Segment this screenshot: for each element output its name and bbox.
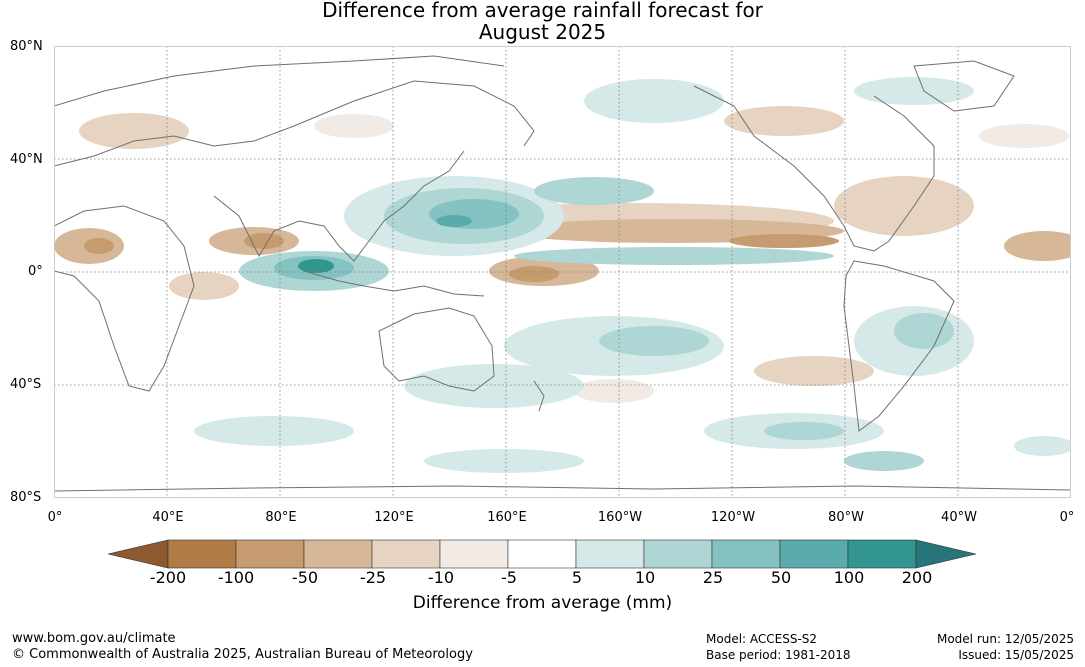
colorbar-tick-label: -25	[359, 568, 387, 587]
colorbar-segment	[711, 539, 781, 569]
lon-label-80e: 80°E	[265, 510, 297, 525]
lon-label-120w: 120°W	[710, 510, 756, 525]
colorbar-tick-label: 5	[571, 568, 583, 587]
colorbar	[107, 539, 977, 569]
colorbar-tick-label: 100	[833, 568, 865, 587]
coastlines	[54, 55, 1071, 492]
map-border	[54, 46, 1071, 498]
colorbar-segment	[847, 539, 917, 569]
rainfall-anomaly-map	[54, 46, 1071, 498]
footer-model: Model: ACCESS-S2	[706, 632, 818, 646]
colorbar-tick-label: 50	[770, 568, 792, 587]
lon-label-160e: 160°E	[487, 510, 527, 525]
lon-label-40e: 40°E	[152, 510, 184, 525]
colorbar-segment	[303, 539, 373, 569]
lat-label-40s: 40°S	[10, 377, 42, 392]
colorbar-segment	[643, 539, 713, 569]
footer-website: www.bom.gov.au/climate	[12, 631, 176, 646]
colorbar-segment	[507, 539, 577, 569]
colorbar-tick-label: -10	[427, 568, 455, 587]
footer-copyright: © Commonwealth of Australia 2025, Austra…	[12, 647, 473, 662]
colorbar-tick-label: -100	[217, 568, 255, 587]
lon-label-0-right: 0°	[1059, 510, 1075, 525]
map-title-line1: Difference from average rainfall forecas…	[322, 0, 763, 22]
colorbar-segment	[371, 539, 441, 569]
lat-label-40n: 40°N	[10, 152, 43, 167]
colorbar-tick-label: 25	[702, 568, 724, 587]
colorbar-tick-label: 10	[634, 568, 656, 587]
colorbar-segment	[779, 539, 849, 569]
colorbar-title: Difference from average (mm)	[412, 593, 673, 613]
lon-label-120e: 120°E	[374, 510, 414, 525]
lon-label-0-left: 0°	[47, 510, 63, 525]
colorbar-tick-label: -50	[291, 568, 319, 587]
colorbar-segment	[235, 539, 305, 569]
colorbar-extend-low	[107, 539, 169, 569]
colorbar-segment	[575, 539, 645, 569]
footer-model-run: Model run: 12/05/2025	[936, 632, 1074, 646]
colorbar-segment	[439, 539, 509, 569]
lon-label-160w: 160°W	[597, 510, 643, 525]
footer-issued: Issued: 15/05/2025	[958, 648, 1074, 662]
colorbar-tick-label: -200	[149, 568, 187, 587]
colorbar-tick-label: 200	[901, 568, 933, 587]
map-title-line2: August 2025	[478, 20, 607, 44]
anomaly-shading	[54, 77, 1071, 473]
lat-label-80s: 80°S	[10, 490, 42, 505]
lat-label-0: 0°	[28, 264, 43, 279]
colorbar-extend-high	[915, 539, 977, 569]
colorbar-segment	[167, 539, 237, 569]
footer-base-period: Base period: 1981-2018	[706, 648, 851, 662]
lat-label-80n: 80°N	[10, 39, 43, 54]
lon-label-40w: 40°W	[941, 510, 977, 525]
colorbar-tick-label: -5	[501, 568, 517, 587]
gridlines	[54, 46, 1071, 498]
lon-label-80w: 80°W	[828, 510, 864, 525]
